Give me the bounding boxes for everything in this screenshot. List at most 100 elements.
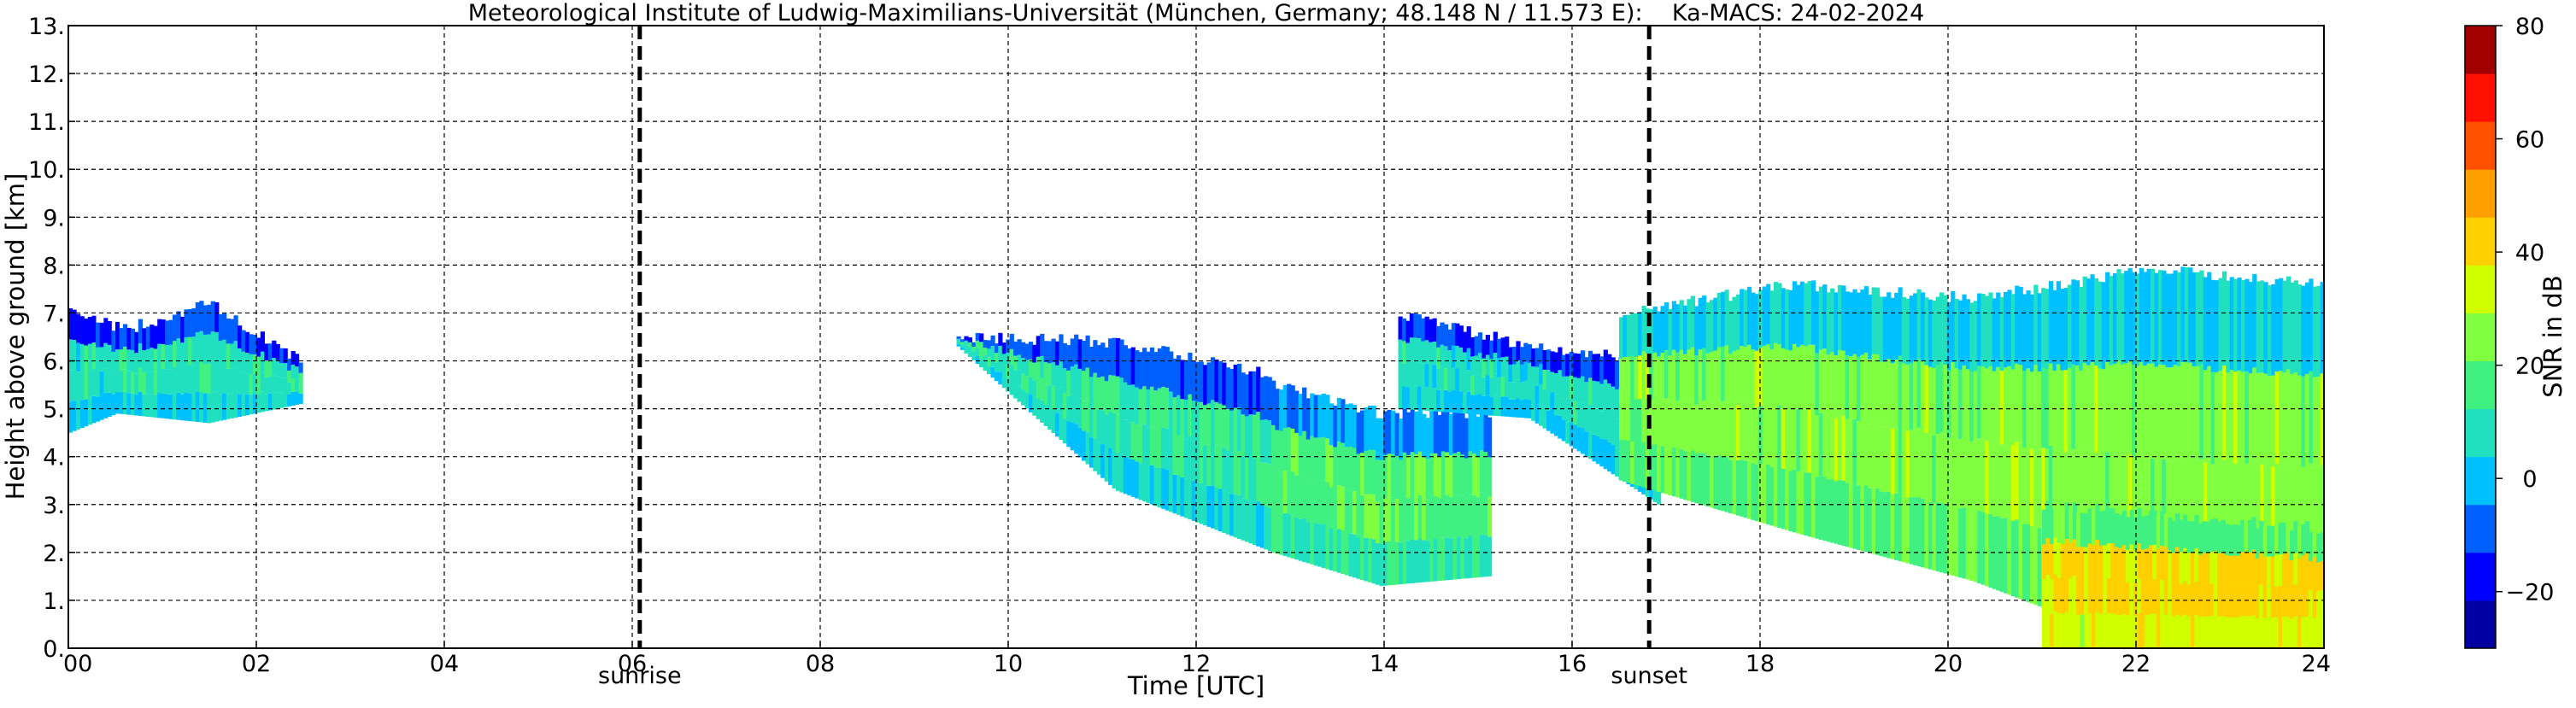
echo-cell <box>2084 547 2089 582</box>
echo-cell <box>2121 613 2127 648</box>
echo-cell <box>2255 558 2260 588</box>
echo-cell <box>2171 584 2176 617</box>
echo-cell <box>1036 377 1041 399</box>
echo-cell <box>1104 381 1109 415</box>
echo-cell <box>2183 614 2188 648</box>
echo-cell <box>2281 553 2287 586</box>
echo-cell <box>1108 375 1113 413</box>
echo-cell <box>2278 617 2283 648</box>
echo-cell <box>1595 436 1600 465</box>
echo-cell <box>1595 408 1600 436</box>
echo-cell <box>2007 518 2012 595</box>
echo-cell <box>1500 357 1505 377</box>
echo-cell <box>1441 494 1446 538</box>
echo-cell <box>1414 540 1419 583</box>
echo-cell <box>1485 335 1490 355</box>
echo-cell <box>150 371 155 395</box>
echo-cell <box>1077 339 1083 369</box>
echo-cell <box>2029 294 2035 372</box>
echo-cell <box>214 331 220 362</box>
echo-cell <box>1471 494 1477 537</box>
echo-cell <box>2252 461 2257 555</box>
echo-cell <box>1410 539 1415 583</box>
echo-cell <box>2103 545 2108 580</box>
echo-cell <box>1581 401 1586 429</box>
echo-cell <box>2198 585 2203 617</box>
echo-cell <box>134 373 139 395</box>
echo-cell <box>1845 418 1850 483</box>
echo-cell <box>1573 377 1578 401</box>
echo-cell <box>1452 411 1458 453</box>
echo-cell <box>1980 439 1986 512</box>
echo-cell <box>1406 541 1411 584</box>
echo-cell <box>238 348 243 372</box>
echo-cell <box>1905 497 1910 564</box>
echo-cell <box>1466 370 1471 392</box>
echo-cell <box>1379 501 1384 544</box>
echo-cell <box>1248 414 1253 458</box>
echo-cell <box>2033 524 2039 606</box>
echo-cell <box>2194 615 2199 648</box>
echo-cell <box>1402 540 1407 584</box>
echo-cell <box>214 391 220 422</box>
echo-cell <box>226 368 231 395</box>
echo-cell <box>1233 494 1238 538</box>
echo-cell <box>99 347 104 372</box>
echo-cell <box>1690 399 1695 451</box>
echo-cell <box>2184 362 2189 458</box>
echo-cell <box>2236 524 2241 556</box>
echo-cell <box>2188 362 2193 459</box>
echo-cell <box>1762 345 1767 406</box>
colorbar-segment <box>2465 73 2496 122</box>
echo-cell <box>1946 506 1951 575</box>
echo-cell <box>230 319 235 344</box>
echo-cell <box>971 355 977 360</box>
echo-cell <box>2240 279 2246 372</box>
echo-cell <box>1443 368 1449 390</box>
echo-cell <box>1932 300 1937 368</box>
echo-cell <box>2282 280 2287 373</box>
echo-cell <box>2225 554 2230 587</box>
echo-cell <box>96 347 101 372</box>
echo-cell <box>1830 352 1835 416</box>
echo-cell <box>1387 541 1392 586</box>
echo-cell <box>184 365 189 393</box>
echo-cell <box>2133 615 2139 648</box>
echo-cell <box>2079 454 2084 539</box>
echo-cell <box>1882 492 1887 558</box>
echo-cell <box>1013 370 1018 384</box>
echo-cell <box>1815 414 1820 477</box>
echo-cell <box>2049 613 2055 648</box>
echo-cell <box>1939 292 1945 363</box>
echo-cell <box>1142 386 1147 425</box>
echo-cell <box>298 383 303 394</box>
echo-cell <box>2293 584 2298 617</box>
echo-cell <box>2239 519 2245 553</box>
echo-cell <box>241 330 246 352</box>
echo-cell <box>1887 424 1892 492</box>
echo-cell <box>2252 273 2257 368</box>
echo-cell <box>1569 399 1574 423</box>
echo-cell <box>184 393 189 421</box>
echo-cell <box>238 325 243 348</box>
echo-cell <box>1458 347 1464 370</box>
echo-cell <box>1939 362 1945 433</box>
echo-cell <box>1713 403 1718 456</box>
echo-cell <box>2110 543 2115 578</box>
echo-cell <box>1123 456 1128 494</box>
echo-cell <box>2263 282 2268 374</box>
echo-cell <box>1826 479 1831 542</box>
echo-cell <box>241 372 246 395</box>
echo-cell <box>2247 584 2252 617</box>
echo-cell <box>1172 474 1177 514</box>
echo-cell <box>1992 298 1997 372</box>
echo-cell <box>1188 436 1193 478</box>
echo-cell <box>1879 426 1884 492</box>
echo-cell <box>2274 524 2280 556</box>
echo-cell <box>298 362 303 373</box>
echo-cell <box>2255 528 2260 559</box>
echo-cell <box>2286 369 2291 463</box>
echo-cell <box>1996 442 2001 517</box>
echo-cell <box>2143 459 2148 553</box>
echo-cell <box>287 370 292 383</box>
